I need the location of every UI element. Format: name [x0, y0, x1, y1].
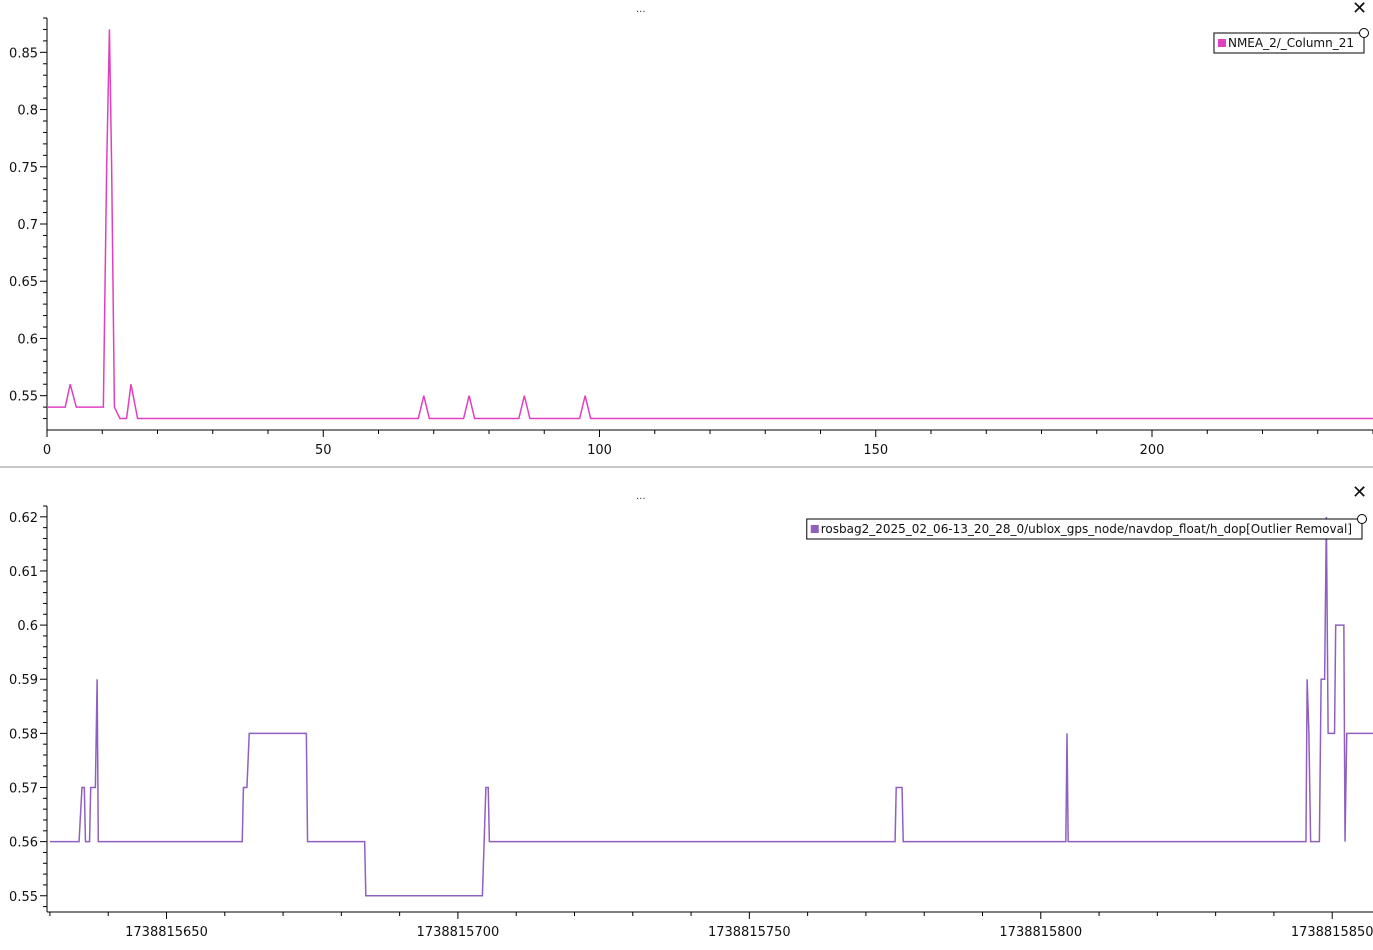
- y-tick-label: 0.59: [9, 673, 38, 688]
- legend-box: [1213, 32, 1365, 54]
- y-tick-label: 0.55: [9, 890, 38, 905]
- y-tick-label: 0.55: [9, 390, 38, 405]
- y-tick-label: 0.65: [9, 275, 38, 290]
- x-tick-label: 150: [863, 443, 888, 458]
- bottom-plot-canvas[interactable]: 0.55 0.56 0.57 0.58 0.59 0.6 0.61 0.62 173881565…: [0, 468, 1373, 950]
- y-tick-label: 0.75: [9, 161, 38, 176]
- top-panel-close-icon[interactable]: ✕: [1352, 0, 1368, 19]
- top-plot-canvas[interactable]: 0.55 0.6 0.65 0.7 0.75 0.8 0.85 0 50 100 150 200 NME…: [0, 0, 1373, 466]
- legend-drag-handle[interactable]: [1357, 514, 1367, 524]
- x-tick-label: 1738815700: [417, 925, 500, 940]
- legend-box: [806, 518, 1363, 540]
- x-tick-label: 1738815750: [708, 925, 791, 940]
- x-tick-label: 50: [315, 443, 332, 458]
- x-tick-label: 0: [43, 443, 51, 458]
- top-panel-menu-button[interactable]: ...: [636, 4, 646, 15]
- x-tick-label: 200: [1140, 443, 1165, 458]
- y-tick-label: 0.7: [17, 218, 38, 233]
- legend[interactable]: rosbag2_2025_02_06-13_20_28_0/ublox_gps_…: [806, 514, 1367, 540]
- y-tick-label: 0.6: [17, 332, 38, 347]
- x-tick-label: 1738815800: [999, 925, 1082, 940]
- x-tick-label: 100: [587, 443, 612, 458]
- legend[interactable]: NMEA_2/_Column_21: [1213, 28, 1369, 54]
- bottom-plot-panel[interactable]: ... ✕ 0.55 0.56 0.57 0.58 0.59 0.6 0.61 0.62 173…: [0, 468, 1373, 950]
- legend-label: NMEA_2/_Column_21: [1228, 36, 1354, 50]
- panel-divider[interactable]: [0, 466, 1373, 468]
- legend-swatch: [810, 525, 819, 533]
- legend-swatch: [1217, 39, 1226, 47]
- y-tick-label: 0.56: [9, 836, 38, 851]
- bottom-panel-menu-button[interactable]: ...: [636, 491, 646, 502]
- y-tick-label: 0.61: [9, 565, 38, 580]
- y-tick-label: 0.62: [9, 511, 38, 526]
- series-line: [47, 29, 1373, 420]
- y-tick-label: 0.8: [17, 104, 38, 119]
- x-tick-label: 1738815850: [1291, 925, 1373, 940]
- x-tick-label: 1738815650: [125, 925, 208, 940]
- legend-drag-handle[interactable]: [1359, 28, 1369, 38]
- bottom-panel-close-icon[interactable]: ✕: [1352, 482, 1368, 503]
- y-tick-label: 0.6: [17, 619, 38, 634]
- legend-label: rosbag2_2025_02_06-13_20_28_0/ublox_gps_…: [821, 522, 1352, 536]
- top-plot-panel[interactable]: ... ✕ 0.55 0.6 0.65 0.7 0.75 0.8 0.85 0 50 100 150…: [0, 0, 1373, 466]
- y-tick-label: 0.57: [9, 781, 38, 796]
- y-tick-label: 0.85: [9, 46, 38, 61]
- series-line: [49, 516, 1373, 897]
- y-tick-label: 0.58: [9, 727, 38, 742]
